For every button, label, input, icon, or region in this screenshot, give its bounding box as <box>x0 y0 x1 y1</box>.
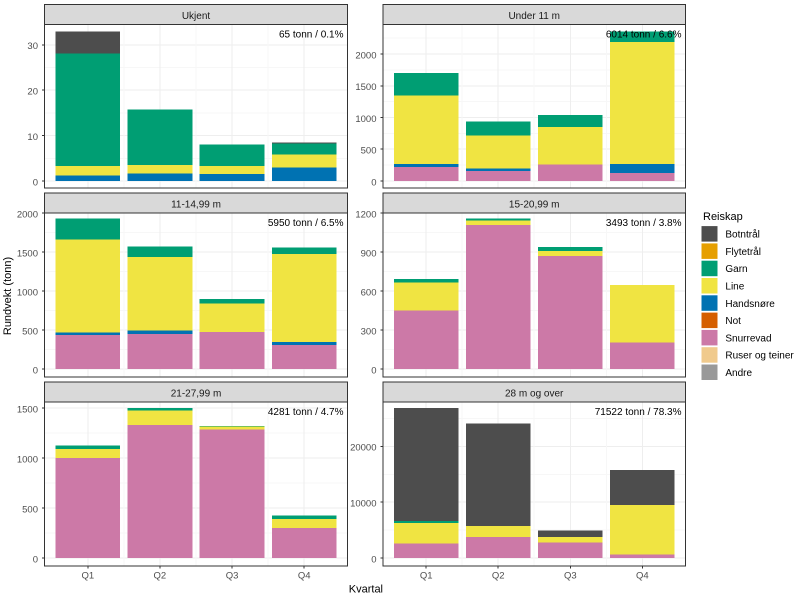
svg-text:1000: 1000 <box>355 114 376 125</box>
svg-text:600: 600 <box>361 287 377 298</box>
svg-text:30: 30 <box>27 41 38 52</box>
svg-text:Rundvekt (tonn): Rundvekt (tonn) <box>2 257 14 335</box>
svg-text:20: 20 <box>27 87 38 98</box>
svg-text:0: 0 <box>33 177 38 188</box>
svg-text:1000: 1000 <box>17 454 38 465</box>
svg-text:Not: Not <box>725 316 741 327</box>
svg-text:1500: 1500 <box>17 404 38 415</box>
svg-text:2000: 2000 <box>17 209 38 220</box>
svg-text:1000: 1000 <box>17 287 38 298</box>
svg-text:28 m og over: 28 m og over <box>505 388 564 399</box>
svg-text:Ukjent: Ukjent <box>182 11 211 22</box>
svg-text:20000: 20000 <box>350 443 376 454</box>
svg-text:1200: 1200 <box>355 209 376 220</box>
svg-text:Q2: Q2 <box>154 571 167 582</box>
svg-text:Q1: Q1 <box>420 571 433 582</box>
svg-text:Q4: Q4 <box>298 571 311 582</box>
svg-text:2000: 2000 <box>355 50 376 61</box>
svg-text:Botntrål: Botntrål <box>725 229 759 241</box>
svg-text:71522 tonn / 78.3%: 71522 tonn / 78.3% <box>595 407 682 418</box>
svg-text:1500: 1500 <box>17 248 38 259</box>
svg-text:Reiskap: Reiskap <box>703 211 743 223</box>
svg-text:10: 10 <box>27 132 38 143</box>
svg-text:1500: 1500 <box>355 82 376 93</box>
svg-text:300: 300 <box>361 326 377 337</box>
svg-text:500: 500 <box>22 326 38 337</box>
svg-text:0: 0 <box>371 177 376 188</box>
svg-text:10000: 10000 <box>350 499 376 510</box>
svg-text:11-14,99 m: 11-14,99 m <box>171 199 221 210</box>
svg-text:Ruser og teiner: Ruser og teiner <box>725 351 794 362</box>
svg-text:Andre: Andre <box>725 368 752 379</box>
svg-text:0: 0 <box>371 554 376 565</box>
svg-text:Q4: Q4 <box>636 571 649 582</box>
svg-text:0: 0 <box>33 365 38 376</box>
svg-text:Flytetrål: Flytetrål <box>725 246 761 258</box>
svg-text:Line: Line <box>725 282 744 293</box>
svg-text:15-20,99 m: 15-20,99 m <box>509 199 560 210</box>
svg-text:500: 500 <box>22 504 38 515</box>
svg-text:4281 tonn / 4.7%: 4281 tonn / 4.7% <box>268 407 344 418</box>
svg-text:65 tonn / 0.1%: 65 tonn / 0.1% <box>279 30 344 41</box>
svg-text:0: 0 <box>371 365 376 376</box>
svg-text:Under 11 m: Under 11 m <box>508 11 560 22</box>
svg-text:Handsnøre: Handsnøre <box>725 299 775 310</box>
svg-text:21-27,99 m: 21-27,99 m <box>171 388 222 399</box>
svg-text:Garn: Garn <box>725 264 747 275</box>
svg-text:Snurrevad: Snurrevad <box>725 333 771 344</box>
svg-text:Q1: Q1 <box>81 571 94 582</box>
svg-text:Q2: Q2 <box>492 571 505 582</box>
svg-text:Kvartal: Kvartal <box>349 584 383 596</box>
svg-text:Q3: Q3 <box>564 571 577 582</box>
svg-text:6014 tonn / 6.6%: 6014 tonn / 6.6% <box>606 30 682 41</box>
svg-text:5950 tonn / 6.5%: 5950 tonn / 6.5% <box>268 218 344 229</box>
svg-text:500: 500 <box>361 146 377 157</box>
svg-text:0: 0 <box>33 554 38 565</box>
svg-text:3493 tonn / 3.8%: 3493 tonn / 3.8% <box>606 218 682 229</box>
svg-text:900: 900 <box>361 248 377 259</box>
svg-text:Q3: Q3 <box>226 571 239 582</box>
